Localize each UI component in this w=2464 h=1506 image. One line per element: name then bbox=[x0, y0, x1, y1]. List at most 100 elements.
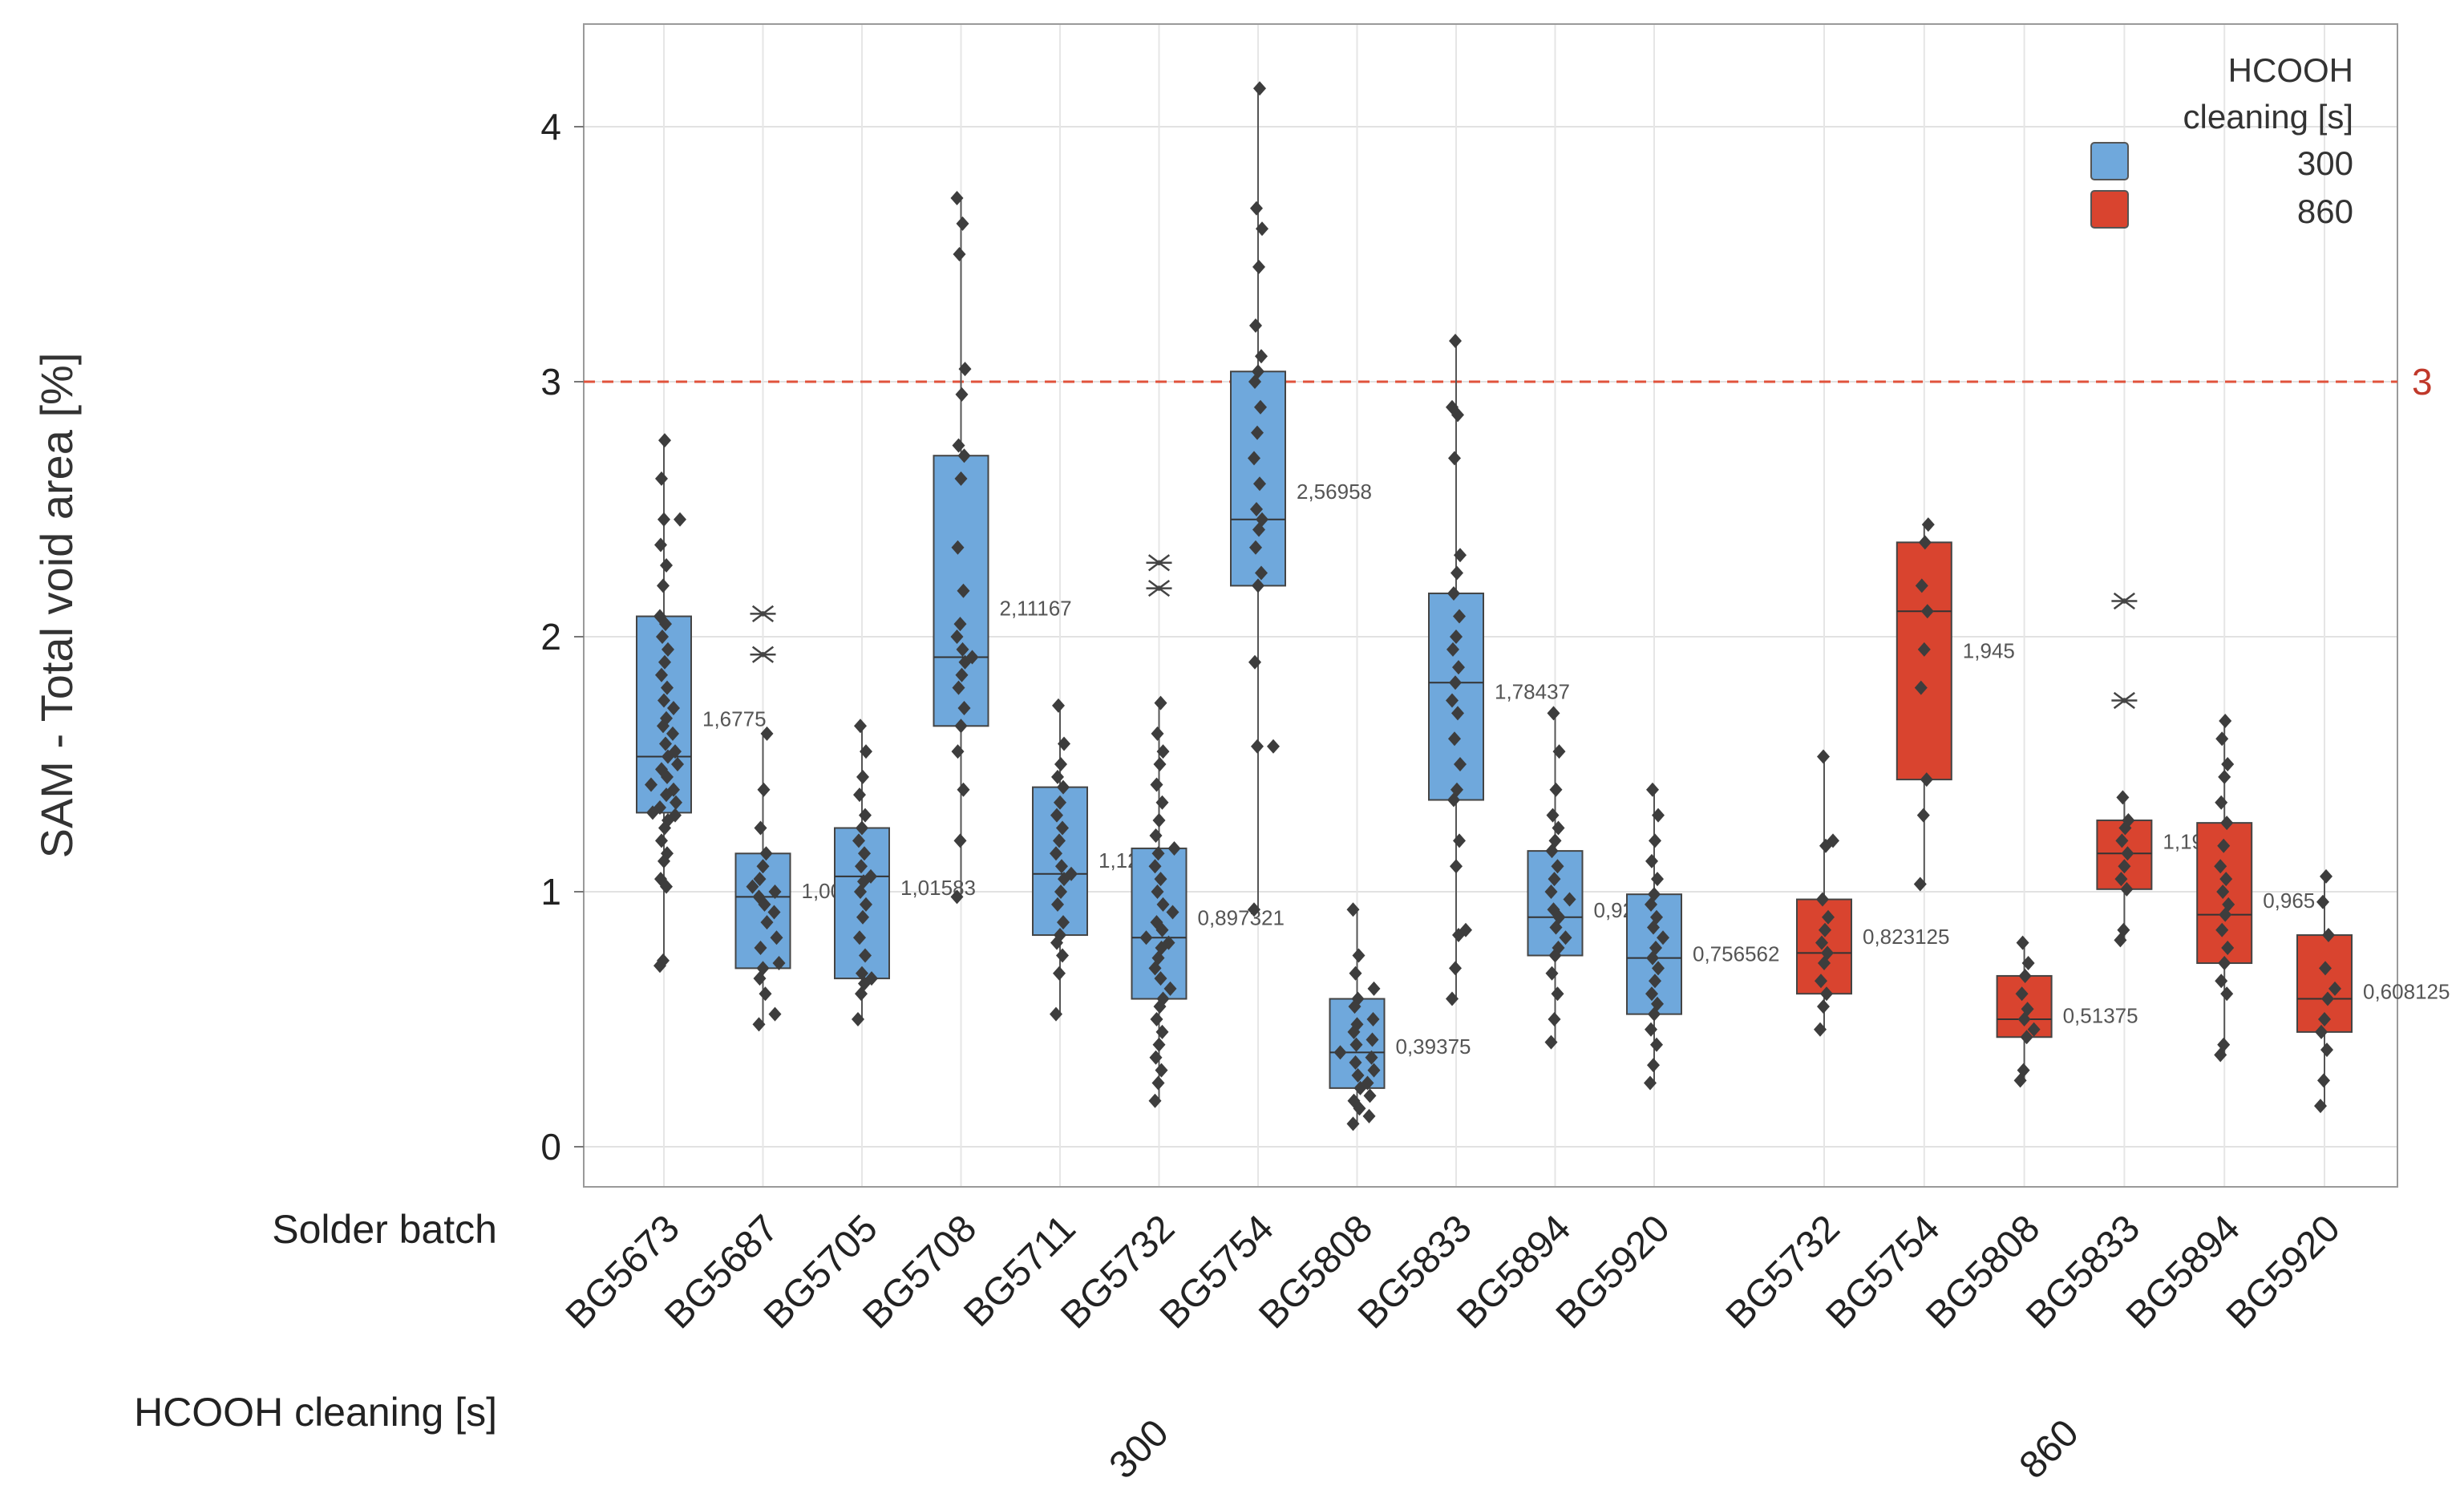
data-point bbox=[1649, 940, 1662, 955]
data-point bbox=[1150, 1012, 1163, 1026]
data-point bbox=[1149, 1050, 1163, 1065]
data-point bbox=[1915, 578, 1928, 593]
data-point bbox=[1151, 726, 1164, 741]
data-point bbox=[1366, 1032, 1379, 1047]
data-point bbox=[655, 762, 668, 777]
data-point bbox=[951, 744, 965, 759]
outlier-marker bbox=[1146, 579, 1172, 597]
mean-value-label: 1,6775 bbox=[702, 707, 767, 731]
data-point bbox=[952, 680, 965, 695]
group-label-300: 300 bbox=[1102, 1411, 1177, 1487]
data-point bbox=[1552, 940, 1565, 955]
data-point bbox=[1156, 744, 1170, 759]
data-point bbox=[768, 1006, 782, 1022]
data-point bbox=[1363, 1088, 1377, 1103]
data-point bbox=[1054, 757, 1067, 771]
data-point bbox=[950, 889, 964, 905]
data-point bbox=[957, 448, 971, 464]
data-point bbox=[2121, 846, 2134, 861]
data-point bbox=[1544, 885, 1558, 899]
data-point bbox=[2015, 986, 2029, 1002]
data-point bbox=[1446, 991, 1459, 1006]
data-point bbox=[2017, 1063, 2030, 1078]
data-point bbox=[1452, 660, 1465, 675]
legend-label-860: 860 bbox=[2297, 192, 2353, 230]
data-point bbox=[1820, 986, 1833, 1002]
data-point bbox=[1451, 706, 1464, 721]
data-point bbox=[1645, 853, 1658, 868]
data-point bbox=[1139, 930, 1153, 945]
data-point bbox=[661, 846, 674, 861]
data-point bbox=[1254, 399, 1267, 415]
data-point bbox=[1453, 833, 1466, 848]
data-point bbox=[2218, 956, 2231, 971]
data-point bbox=[1250, 502, 1263, 516]
box-bg5708-300: 2,11167 bbox=[933, 191, 1072, 905]
data-point bbox=[1065, 866, 1078, 881]
data-point bbox=[1149, 828, 1163, 844]
data-point bbox=[952, 438, 965, 453]
data-point bbox=[1250, 200, 1263, 216]
data-point bbox=[2215, 795, 2228, 810]
data-point bbox=[1920, 772, 1933, 787]
data-point bbox=[2314, 1099, 2327, 1114]
data-point bbox=[1151, 846, 1165, 861]
legend-title-line2: cleaning [s] bbox=[2183, 98, 2353, 136]
data-point bbox=[1814, 1022, 1827, 1037]
data-point bbox=[1914, 680, 1928, 695]
data-point bbox=[1166, 905, 1179, 920]
data-point bbox=[1649, 974, 1661, 989]
y-tick-label: 1 bbox=[540, 871, 561, 913]
data-point bbox=[1056, 820, 1069, 836]
box-rect bbox=[1896, 541, 1952, 781]
data-point bbox=[2322, 928, 2335, 943]
data-point bbox=[2020, 1030, 2033, 1045]
data-point bbox=[1054, 928, 1066, 943]
data-point bbox=[760, 915, 774, 930]
data-point bbox=[1544, 1034, 1558, 1050]
data-point bbox=[759, 846, 773, 861]
data-point bbox=[950, 630, 964, 644]
data-point bbox=[760, 726, 774, 741]
data-point bbox=[1645, 1022, 1657, 1037]
data-point bbox=[2016, 935, 2029, 950]
data-point bbox=[1267, 739, 1280, 754]
y-tick-label: 2 bbox=[540, 616, 561, 658]
data-point bbox=[2021, 1002, 2034, 1017]
data-point bbox=[1917, 642, 1931, 657]
data-point bbox=[1647, 1058, 1660, 1073]
data-point bbox=[770, 930, 783, 945]
data-point bbox=[1365, 1050, 1378, 1065]
data-point bbox=[669, 744, 682, 759]
data-point bbox=[2319, 961, 2332, 976]
data-point bbox=[2318, 1012, 2331, 1026]
mean-value-label: 1,78437 bbox=[1495, 680, 1570, 704]
y-tick-label: 3 bbox=[540, 361, 561, 403]
data-point bbox=[1053, 833, 1066, 848]
data-point bbox=[1050, 1006, 1062, 1022]
data-point bbox=[1350, 1017, 1364, 1032]
data-point bbox=[1652, 808, 1665, 823]
data-point bbox=[1351, 991, 1365, 1006]
data-point bbox=[950, 191, 964, 206]
data-point bbox=[1151, 885, 1164, 899]
data-point bbox=[1548, 833, 1562, 848]
data-point bbox=[957, 583, 970, 598]
data-point bbox=[1252, 259, 1265, 274]
data-point bbox=[1248, 451, 1260, 466]
data-point bbox=[1918, 535, 1932, 550]
data-point bbox=[1546, 808, 1560, 823]
data-point bbox=[2021, 956, 2035, 971]
data-point bbox=[1056, 948, 1069, 963]
data-point bbox=[2216, 885, 2230, 899]
data-point bbox=[1154, 971, 1167, 986]
data-point bbox=[1256, 512, 1268, 527]
data-point bbox=[1251, 425, 1264, 440]
data-point bbox=[954, 471, 968, 486]
data-point bbox=[653, 609, 666, 624]
data-point bbox=[2214, 859, 2227, 874]
data-point bbox=[653, 800, 666, 816]
data-point bbox=[864, 868, 877, 884]
data-point bbox=[2328, 981, 2341, 996]
row-label-hcooh-cleaning: HCOOH cleaning [s] bbox=[134, 1390, 497, 1435]
